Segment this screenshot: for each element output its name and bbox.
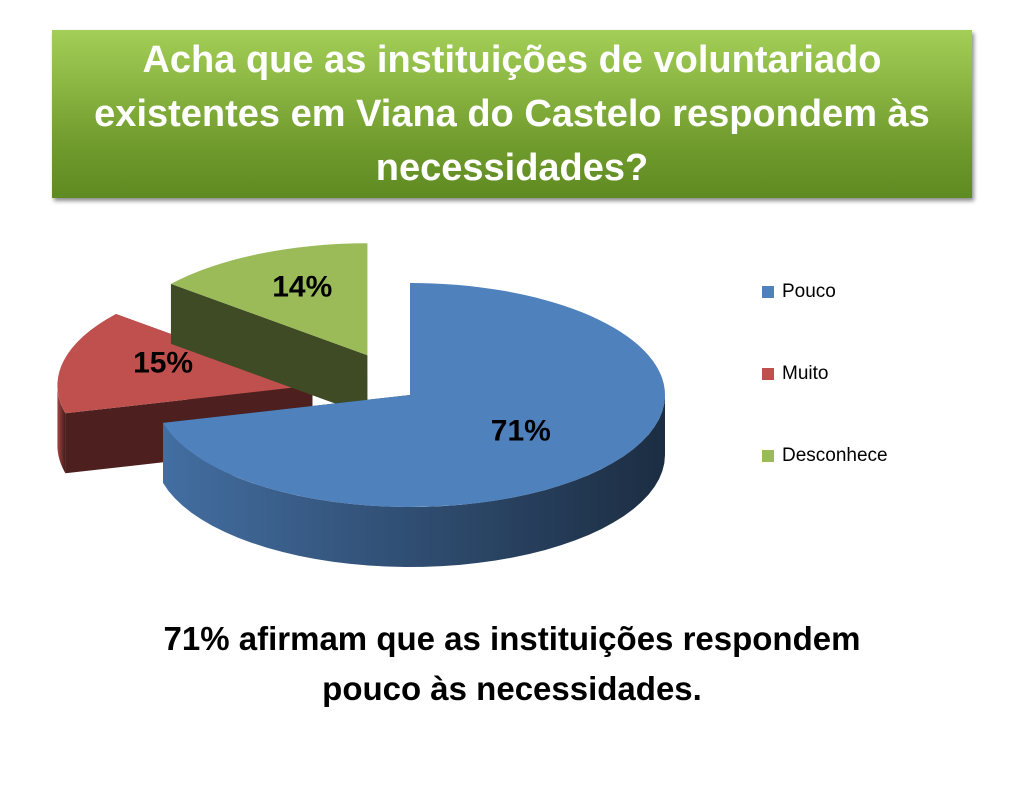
- legend-label: Pouco: [782, 281, 836, 302]
- slice: [170, 243, 368, 416]
- data-label: 15%: [133, 347, 193, 380]
- legend-swatch: [762, 368, 774, 380]
- slice-top: [57, 314, 313, 414]
- data-label: 71%: [491, 415, 551, 448]
- legend-swatch: [762, 450, 774, 462]
- chart-title: Acha que as instituições de voluntariado…: [52, 30, 972, 198]
- legend-swatch: [762, 286, 774, 298]
- legend-label: Desconhece: [782, 445, 888, 466]
- data-label: 14%: [272, 270, 332, 303]
- slice-side: [57, 385, 66, 474]
- annotation: 71% afirmam que as instituições responde…: [163, 620, 861, 707]
- legend-label: Muito: [782, 363, 828, 384]
- slice: [163, 283, 666, 567]
- slice-side: [163, 395, 665, 567]
- slice-side: [170, 283, 368, 416]
- slice-top: [170, 243, 368, 356]
- slice-top: [163, 283, 666, 507]
